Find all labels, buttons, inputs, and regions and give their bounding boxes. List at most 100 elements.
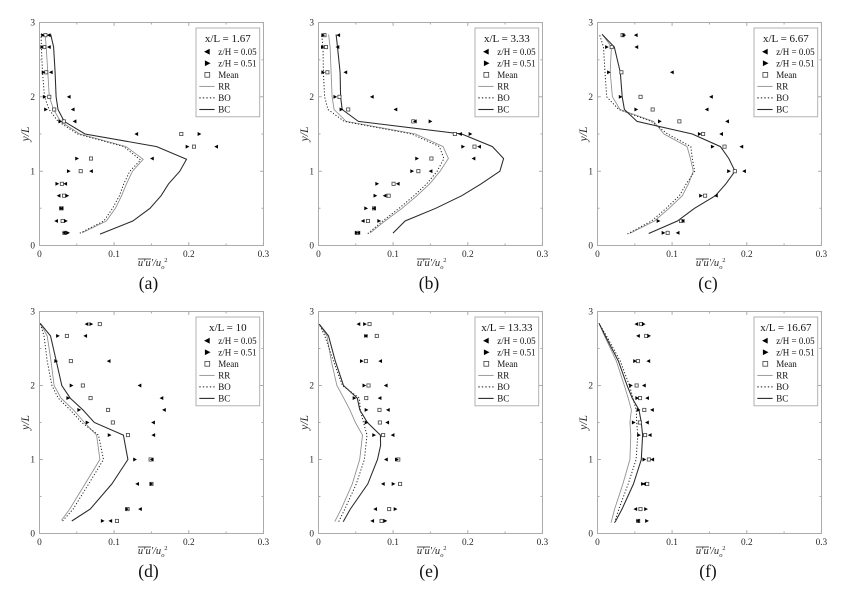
svg-text:o: o: [161, 264, 165, 271]
svg-text:0.2: 0.2: [741, 538, 753, 548]
svg-text:0.3: 0.3: [537, 250, 549, 260]
svg-text:z/H = 0.05: z/H = 0.05: [776, 47, 815, 57]
svg-text:1: 1: [30, 456, 35, 466]
svg-text:1: 1: [588, 167, 593, 177]
svg-text:o: o: [719, 552, 723, 559]
svg-text:RR: RR: [218, 371, 230, 381]
svg-text:x/L = 1.67: x/L = 1.67: [205, 33, 251, 45]
svg-text:BC: BC: [497, 105, 509, 115]
svg-text:0: 0: [595, 538, 600, 548]
svg-text:3: 3: [309, 19, 314, 29]
svg-text:z/H = 0.51: z/H = 0.51: [497, 59, 535, 69]
svg-text:z/H = 0.51: z/H = 0.51: [776, 347, 814, 357]
svg-text:y/L: y/L: [299, 127, 311, 143]
svg-text:0.1: 0.1: [387, 250, 399, 260]
svg-text:(d): (d): [138, 561, 159, 581]
svg-text:y/L: y/L: [578, 127, 590, 143]
svg-text:(c): (c): [698, 273, 718, 293]
svg-text:u′u′/u: u′u′/u: [417, 546, 440, 557]
svg-text:1: 1: [309, 456, 314, 466]
svg-text:2: 2: [309, 382, 314, 392]
svg-text:2: 2: [443, 257, 446, 264]
svg-text:3: 3: [309, 308, 314, 318]
svg-text:0.2: 0.2: [462, 538, 474, 548]
svg-text:1: 1: [309, 167, 314, 177]
svg-text:0.3: 0.3: [258, 250, 270, 260]
svg-text:1: 1: [588, 456, 593, 466]
svg-text:2: 2: [588, 382, 593, 392]
svg-text:BC: BC: [218, 105, 230, 115]
svg-text:o: o: [440, 552, 444, 559]
svg-text:0: 0: [316, 538, 321, 548]
svg-text:0: 0: [309, 530, 314, 540]
svg-text:Mean: Mean: [776, 359, 797, 369]
svg-text:x/L = 13.33: x/L = 13.33: [481, 322, 533, 334]
svg-text:0: 0: [316, 250, 321, 260]
svg-text:1: 1: [30, 167, 35, 177]
svg-text:RR: RR: [776, 82, 788, 92]
svg-text:2: 2: [164, 257, 167, 264]
svg-text:2: 2: [309, 93, 314, 103]
svg-text:2: 2: [722, 257, 725, 264]
svg-text:u′u′/u: u′u′/u: [696, 546, 719, 557]
svg-text:BO: BO: [776, 93, 789, 103]
svg-text:BC: BC: [218, 394, 230, 404]
svg-text:Mean: Mean: [497, 70, 518, 80]
svg-text:z/H = 0.05: z/H = 0.05: [497, 47, 536, 57]
svg-text:Mean: Mean: [218, 359, 239, 369]
svg-text:y/L: y/L: [20, 127, 32, 143]
svg-text:RR: RR: [776, 371, 788, 381]
svg-text:z/H = 0.51: z/H = 0.51: [218, 59, 256, 69]
svg-text:0: 0: [30, 530, 35, 540]
svg-text:x/L = 10: x/L = 10: [209, 322, 247, 334]
svg-text:BO: BO: [497, 93, 510, 103]
svg-text:(a): (a): [139, 273, 159, 293]
svg-text:o: o: [161, 552, 165, 559]
svg-text:z/H = 0.05: z/H = 0.05: [776, 336, 815, 346]
svg-text:z/H = 0.51: z/H = 0.51: [218, 347, 256, 357]
svg-text:z/H = 0.51: z/H = 0.51: [776, 59, 814, 69]
svg-text:0.1: 0.1: [387, 538, 399, 548]
svg-text:x/L = 16.67: x/L = 16.67: [760, 322, 812, 334]
svg-text:RR: RR: [497, 371, 509, 381]
svg-text:3: 3: [588, 308, 593, 318]
svg-text:(e): (e): [419, 561, 439, 581]
svg-text:0.3: 0.3: [537, 538, 549, 548]
svg-text:y/L: y/L: [578, 415, 590, 431]
svg-text:0.1: 0.1: [108, 538, 120, 548]
svg-text:BC: BC: [776, 394, 788, 404]
svg-text:2: 2: [30, 93, 35, 103]
svg-text:(b): (b): [419, 273, 440, 293]
svg-text:0: 0: [588, 530, 593, 540]
svg-text:2: 2: [722, 545, 725, 552]
svg-text:x/L = 3.33: x/L = 3.33: [484, 33, 530, 45]
svg-text:2: 2: [443, 545, 446, 552]
svg-text:z/H = 0.05: z/H = 0.05: [218, 336, 257, 346]
svg-text:0.2: 0.2: [462, 250, 474, 260]
svg-text:0.2: 0.2: [183, 250, 195, 260]
svg-text:0: 0: [37, 250, 42, 260]
svg-text:0.1: 0.1: [108, 250, 120, 260]
svg-text:BC: BC: [776, 105, 788, 115]
svg-text:BC: BC: [497, 394, 509, 404]
svg-text:2: 2: [588, 93, 593, 103]
svg-text:0: 0: [309, 242, 314, 252]
svg-text:0: 0: [30, 242, 35, 252]
svg-text:0: 0: [37, 538, 42, 548]
svg-text:y/L: y/L: [299, 415, 311, 431]
svg-text:0.3: 0.3: [258, 538, 270, 548]
svg-text:u′u′/u: u′u′/u: [138, 546, 161, 557]
svg-text:0: 0: [588, 242, 593, 252]
svg-text:0.3: 0.3: [816, 538, 828, 548]
svg-text:u′u′/u: u′u′/u: [696, 258, 719, 269]
svg-text:u′u′/u: u′u′/u: [417, 258, 440, 269]
svg-text:o: o: [440, 264, 444, 271]
svg-text:RR: RR: [218, 82, 230, 92]
svg-text:3: 3: [30, 308, 35, 318]
svg-text:3: 3: [588, 19, 593, 29]
svg-text:0.2: 0.2: [741, 250, 753, 260]
svg-text:0.2: 0.2: [183, 538, 195, 548]
svg-text:u′u′/u: u′u′/u: [138, 258, 161, 269]
svg-text:z/H = 0.05: z/H = 0.05: [218, 47, 257, 57]
svg-text:BO: BO: [218, 93, 231, 103]
